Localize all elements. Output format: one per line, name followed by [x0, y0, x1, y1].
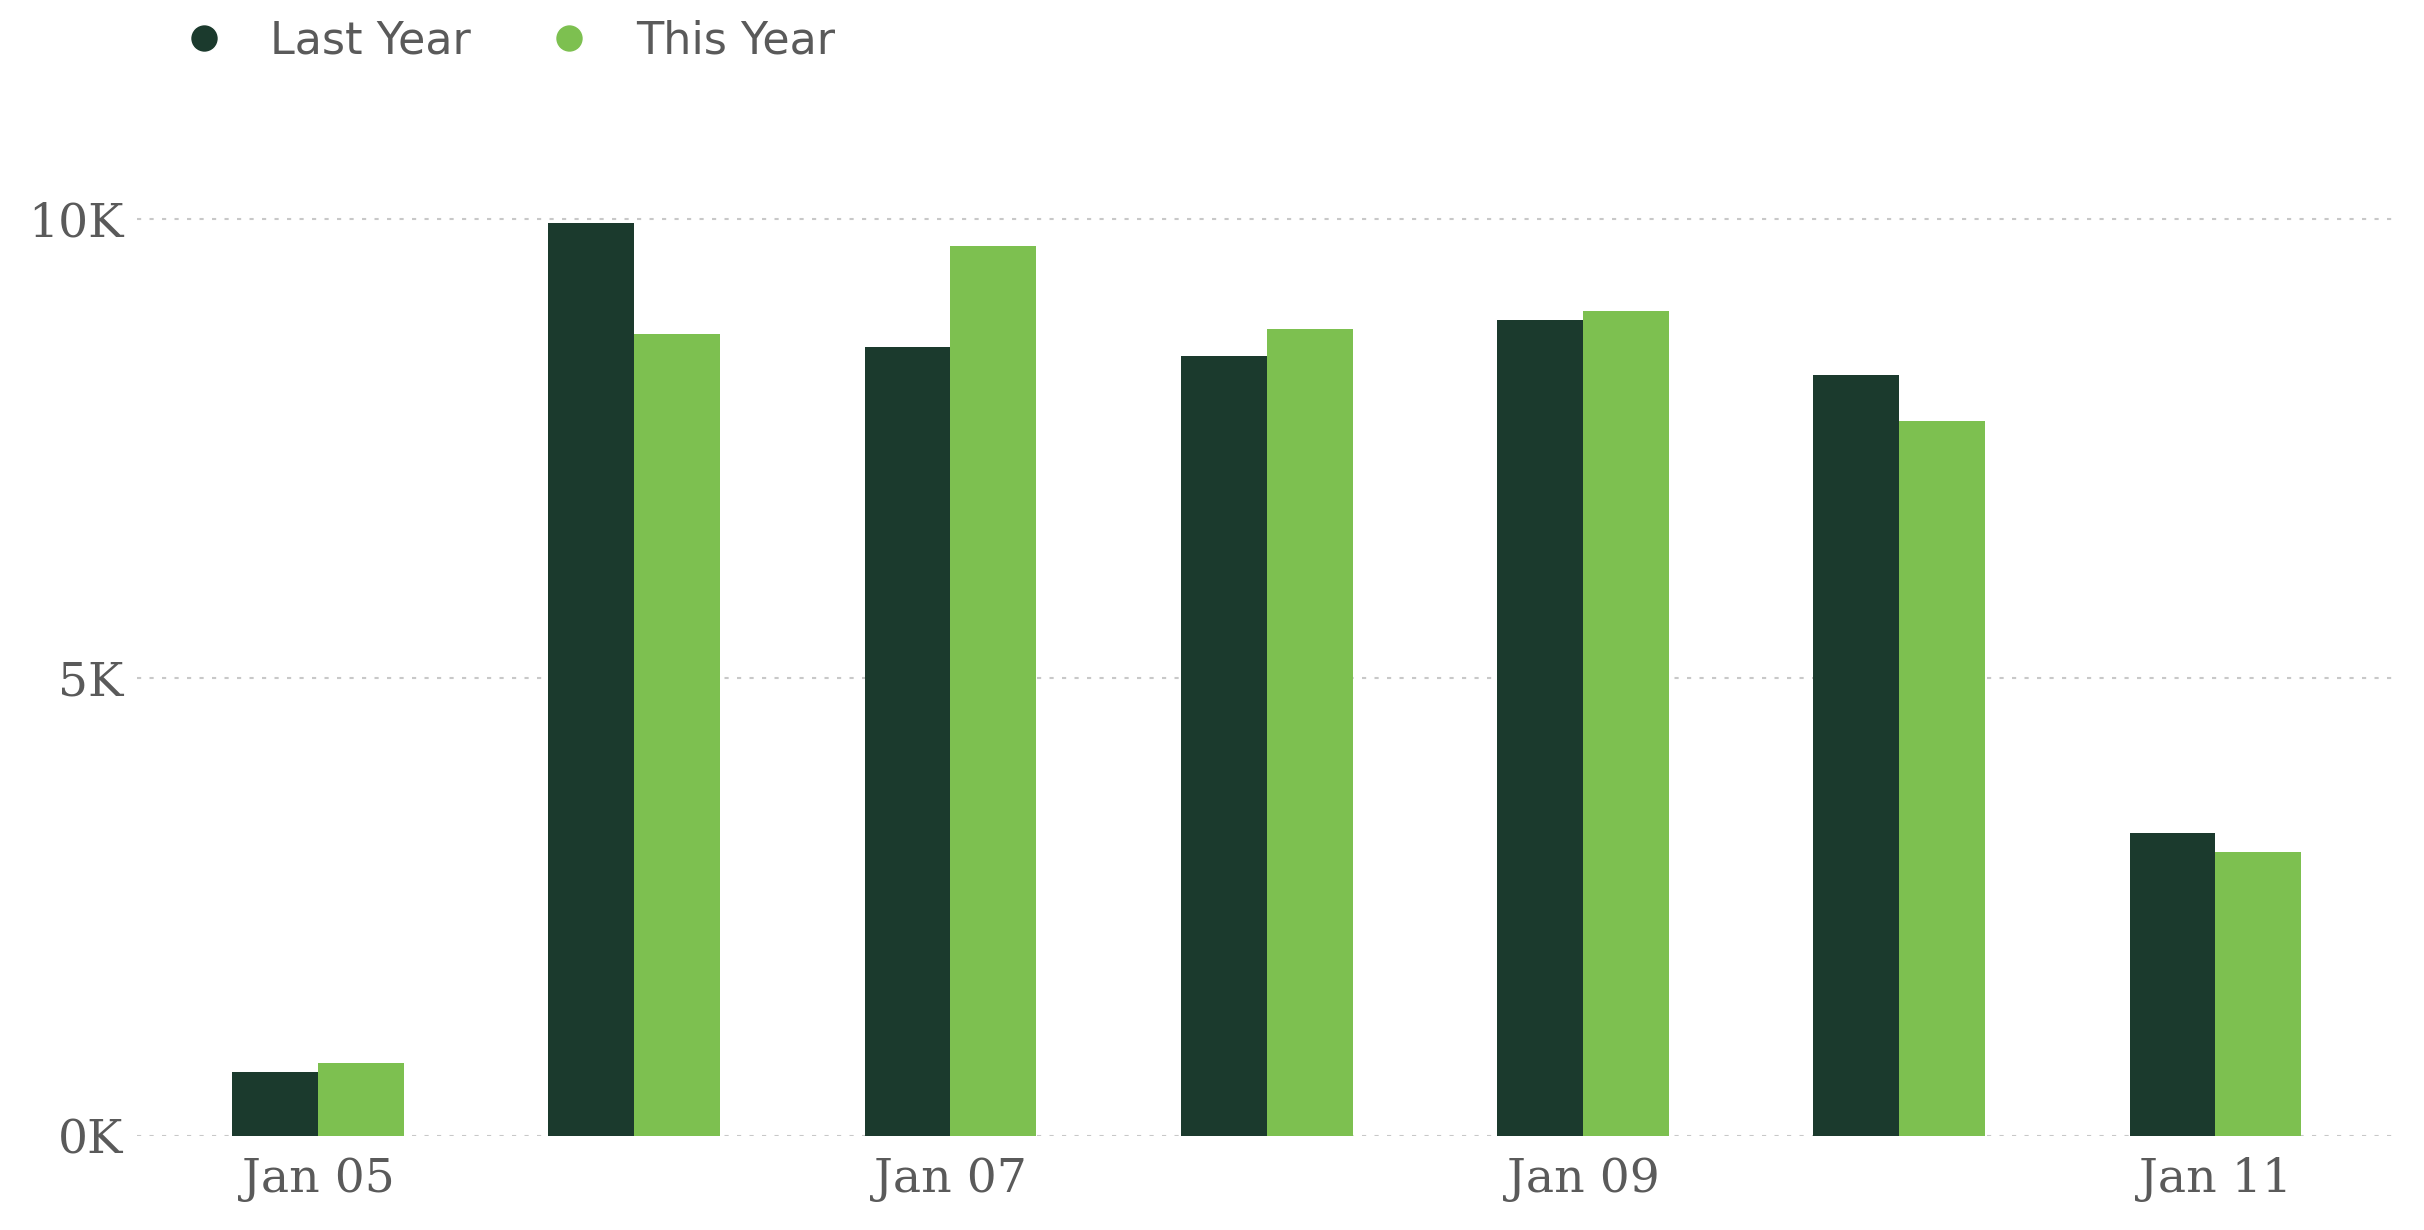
Bar — [950, 246, 1037, 1137]
Bar — [2131, 834, 2216, 1137]
Bar — [1498, 320, 1583, 1137]
Bar — [635, 333, 720, 1137]
Bar — [233, 1071, 318, 1137]
Bar — [1813, 375, 1900, 1137]
Bar — [1180, 357, 1268, 1137]
Legend: Last Year, This Year: Last Year, This Year — [160, 20, 834, 63]
Bar — [548, 224, 635, 1137]
Bar — [1583, 311, 1668, 1137]
Bar — [865, 347, 950, 1137]
Bar — [1268, 328, 1353, 1137]
Bar — [2216, 852, 2300, 1137]
Bar — [318, 1063, 405, 1137]
Bar — [1900, 421, 1985, 1137]
